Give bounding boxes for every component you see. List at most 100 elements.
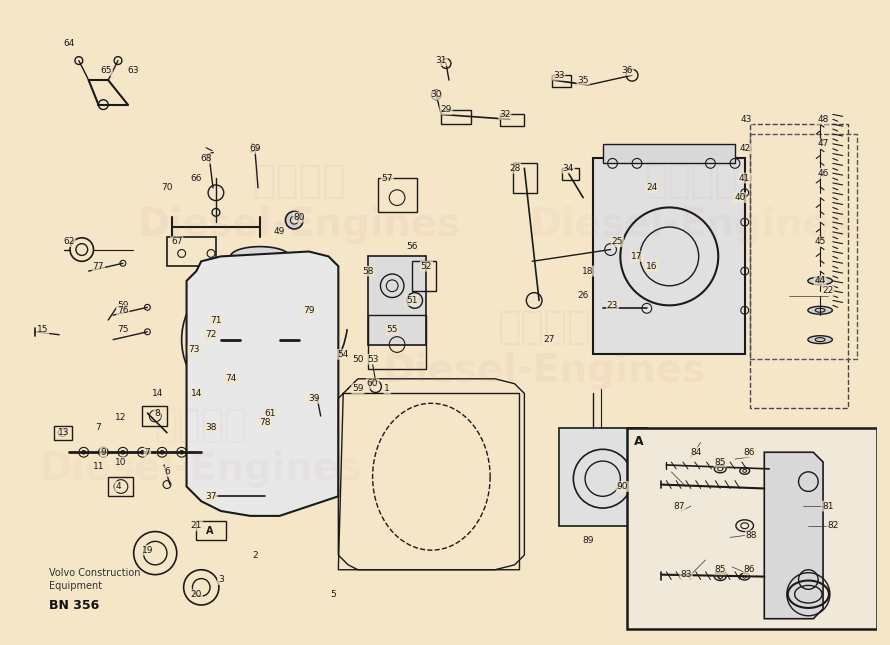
Text: 10: 10 (115, 457, 126, 466)
Text: 5: 5 (330, 590, 336, 599)
Bar (412, 261, 436, 291)
Polygon shape (187, 252, 338, 516)
Text: 29: 29 (441, 105, 452, 114)
Bar (368, 257, 426, 344)
Bar (749, 134, 857, 359)
Bar (109, 477, 133, 496)
Text: 23: 23 (607, 301, 619, 310)
Text: 13: 13 (59, 428, 70, 437)
Text: 49: 49 (274, 228, 286, 237)
Text: 79: 79 (303, 306, 315, 315)
Text: 63: 63 (127, 66, 139, 75)
Text: 3: 3 (218, 575, 223, 584)
Bar (54, 426, 72, 441)
Circle shape (82, 450, 85, 454)
Text: 86: 86 (744, 448, 756, 457)
Bar (749, 124, 847, 408)
Bar (513, 163, 537, 193)
Text: 15: 15 (36, 325, 48, 334)
Text: 1: 1 (384, 384, 390, 393)
Text: 62: 62 (63, 237, 75, 246)
Text: 20: 20 (190, 590, 202, 599)
Ellipse shape (231, 246, 289, 266)
Ellipse shape (808, 335, 832, 344)
Bar (552, 75, 571, 87)
Text: 54: 54 (337, 350, 349, 359)
Text: 89: 89 (582, 536, 594, 545)
Text: 18: 18 (582, 266, 594, 275)
Text: 19: 19 (142, 546, 153, 555)
Text: 27: 27 (543, 335, 554, 344)
Text: 9: 9 (101, 448, 106, 457)
Text: 14: 14 (190, 389, 202, 398)
Text: 71: 71 (210, 315, 222, 324)
Bar (593, 159, 745, 354)
Text: 45: 45 (814, 237, 826, 246)
Ellipse shape (808, 277, 832, 285)
Text: 83: 83 (680, 570, 692, 579)
Text: 21: 21 (190, 521, 202, 530)
Circle shape (121, 450, 125, 454)
Text: 60: 60 (367, 379, 378, 388)
Text: A: A (206, 526, 214, 535)
Text: 38: 38 (206, 423, 217, 432)
Text: 74: 74 (225, 374, 237, 383)
Text: 紫发动力
Diesel-Engines: 紫发动力 Diesel-Engines (383, 308, 706, 390)
Text: 59: 59 (352, 384, 364, 393)
Bar (562, 168, 579, 180)
Text: 44: 44 (814, 277, 826, 285)
Text: 17: 17 (631, 252, 643, 261)
Text: 8: 8 (154, 408, 160, 417)
Text: 65: 65 (101, 66, 112, 75)
Text: 4: 4 (115, 482, 121, 491)
Text: 39: 39 (308, 394, 320, 403)
Text: 7: 7 (144, 448, 150, 457)
Text: 75: 75 (117, 325, 129, 334)
Text: 61: 61 (264, 408, 276, 417)
Text: 31: 31 (435, 56, 447, 65)
Text: 57: 57 (382, 174, 393, 183)
Text: 紫发动力
Diesel-Engines: 紫发动力 Diesel-Engines (530, 161, 853, 244)
Text: 70: 70 (161, 183, 173, 192)
Text: 47: 47 (817, 139, 829, 148)
Text: 64: 64 (63, 39, 75, 48)
Text: 40: 40 (734, 193, 746, 202)
Polygon shape (765, 452, 823, 619)
Text: 77: 77 (93, 262, 104, 271)
Text: 58: 58 (362, 266, 374, 275)
Text: 36: 36 (621, 66, 633, 75)
Text: 28: 28 (509, 164, 521, 173)
Bar (377, 178, 417, 212)
Text: A: A (635, 435, 643, 448)
Text: 33: 33 (553, 71, 564, 80)
Text: 85: 85 (715, 565, 726, 574)
Text: 84: 84 (690, 448, 701, 457)
Text: 85: 85 (715, 457, 726, 466)
Circle shape (141, 450, 144, 454)
Ellipse shape (808, 306, 832, 314)
Text: 68: 68 (200, 154, 212, 163)
Text: 34: 34 (562, 164, 574, 173)
Text: 35: 35 (578, 75, 589, 84)
Text: 紫发动力
Diesel-Engines: 紫发动力 Diesel-Engines (40, 406, 363, 488)
Text: 87: 87 (674, 502, 684, 511)
Bar (197, 521, 226, 541)
Text: 42: 42 (739, 144, 750, 154)
Text: 81: 81 (822, 502, 834, 511)
Text: 55: 55 (386, 325, 398, 334)
Circle shape (223, 484, 247, 508)
Text: 37: 37 (206, 491, 217, 501)
Bar (368, 315, 426, 369)
Text: 73: 73 (189, 345, 200, 354)
Text: 90: 90 (617, 482, 628, 491)
Text: 82: 82 (827, 521, 838, 530)
Text: Equipment: Equipment (50, 581, 102, 591)
Text: BN 356: BN 356 (50, 599, 100, 613)
Text: 30: 30 (431, 90, 442, 99)
Text: 72: 72 (206, 330, 217, 339)
Text: 12: 12 (116, 413, 126, 422)
Text: 11: 11 (93, 462, 104, 471)
Text: 紫发动力
Diesel-Engines: 紫发动力 Diesel-Engines (138, 161, 461, 244)
Text: 59: 59 (117, 301, 129, 310)
Text: 76: 76 (117, 306, 129, 315)
